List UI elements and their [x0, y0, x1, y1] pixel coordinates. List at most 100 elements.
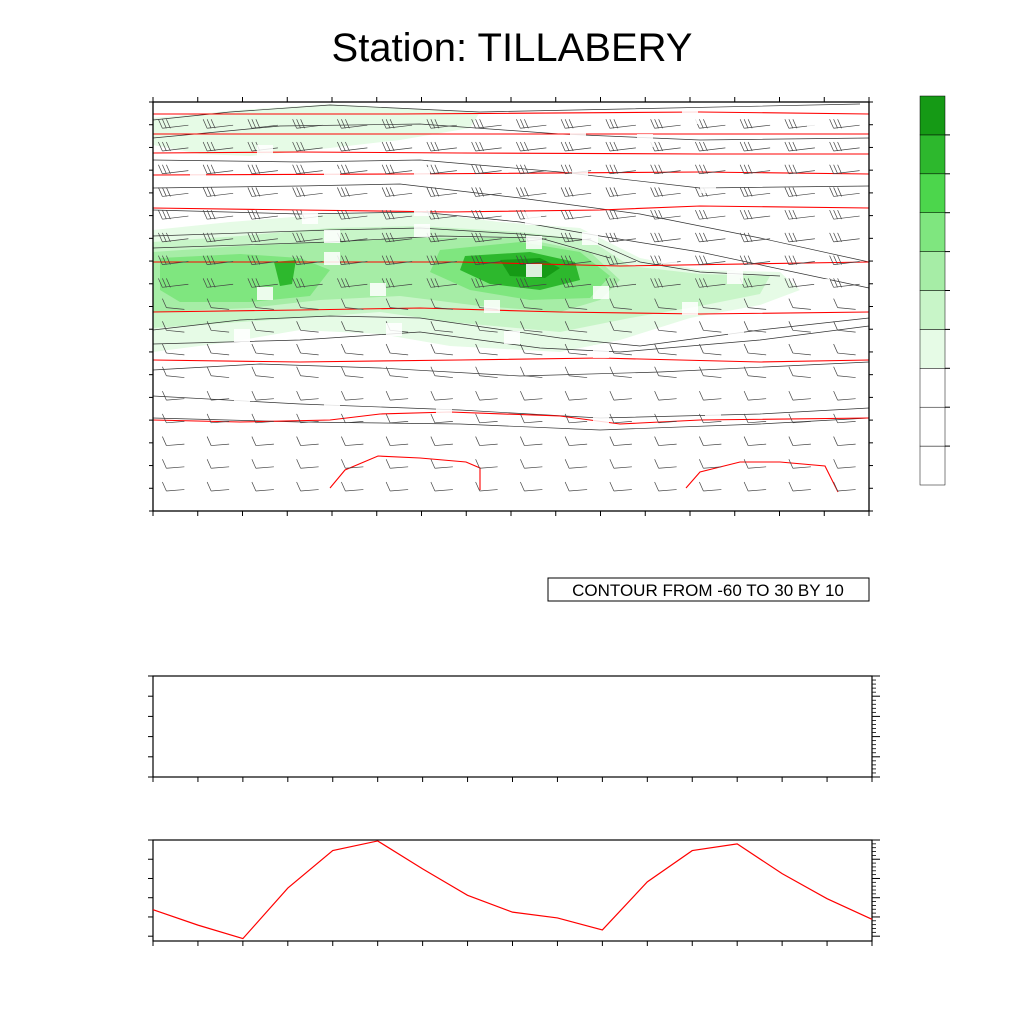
wind-barb-shaft: [434, 421, 453, 424]
wind-barb-flag: [703, 210, 708, 220]
wind-barb-flag: [385, 343, 391, 354]
wind-barb-shaft: [658, 329, 677, 333]
wind-barb-flag: [341, 187, 346, 197]
wind-barb-flag: [206, 413, 212, 423]
wind-barb-flag: [471, 141, 476, 152]
wind-barb-shaft: [300, 466, 319, 469]
wind-barb-flag: [792, 255, 798, 265]
wind-barb-flag: [743, 187, 749, 197]
wind-barb-flag: [430, 390, 436, 401]
wind-barb-flag: [158, 164, 163, 174]
wind-barb-shaft: [341, 238, 368, 243]
wind-barb-flag: [206, 278, 212, 288]
wind-barb-shaft: [788, 170, 815, 175]
wind-barb-flag: [516, 119, 521, 129]
wind-barb-flag: [613, 278, 619, 288]
wind-barb-flag: [251, 164, 257, 174]
wind-barb-flag: [568, 278, 574, 288]
wind-barb-shaft: [658, 398, 677, 401]
wind-barb-flag: [568, 187, 574, 197]
wind-barb-flag: [609, 343, 615, 354]
wind-barb-flag: [784, 255, 790, 265]
wind-barb-flag: [251, 255, 257, 265]
wind-barb-shaft: [833, 238, 860, 243]
temperature-contour-line: [152, 151, 869, 155]
wind-barb-flag: [654, 459, 659, 469]
wind-barb-flag: [292, 278, 297, 288]
wind-barb-flag: [430, 278, 436, 288]
wind-barb-shaft: [341, 147, 368, 152]
wind-barb-shaft: [475, 283, 502, 288]
wind-barb-flag: [389, 164, 395, 174]
wind-barb-shaft: [162, 215, 189, 220]
wind-barb-flag: [788, 321, 794, 331]
wind-barb-flag: [479, 232, 484, 243]
wind-barb-flag: [747, 232, 753, 243]
wind-barb-flag: [430, 366, 436, 376]
wind-barb-flag: [609, 141, 615, 152]
wind-barb-shaft: [792, 421, 811, 424]
contour-label-bg: [637, 134, 653, 147]
contour-label-bg: [582, 232, 598, 245]
wind-barb-shaft: [699, 261, 726, 265]
wind-barb-flag: [747, 210, 753, 220]
wind-barb-flag: [609, 459, 615, 469]
wind-barb-flag: [792, 119, 798, 129]
wind-barb-shaft: [390, 421, 409, 424]
wind-barb-flag: [703, 141, 708, 152]
wind-barb-flag: [292, 141, 297, 152]
wind-barb-flag: [654, 210, 659, 220]
wind-barb-flag: [210, 278, 216, 288]
wind-barb-flag: [385, 413, 391, 423]
humidity-contour-line: [152, 325, 870, 353]
contour-label-bg: [526, 264, 542, 277]
wind-barb-flag: [430, 255, 436, 265]
wind-barb-shaft: [386, 215, 413, 220]
wind-barb-shaft: [386, 283, 413, 288]
wind-barb-flag: [609, 119, 615, 129]
wind-barb-flag: [784, 187, 790, 197]
wind-barb-flag: [829, 187, 834, 197]
wind-barb-flag: [247, 255, 253, 265]
wind-barb-shaft: [211, 443, 230, 446]
wind-barb-flag: [520, 141, 525, 152]
wind-barb-shaft: [654, 215, 681, 220]
colorbar-swatch: [919, 368, 946, 408]
wind-barb-flag: [385, 366, 391, 376]
wind-barb-flag: [345, 187, 350, 197]
contour-label-bg: [727, 271, 743, 284]
wind-barb-flag: [206, 459, 212, 469]
wind-barb-flag: [162, 141, 167, 152]
wind-barb-flag: [341, 481, 346, 492]
wind-barb-flag: [247, 278, 253, 288]
wind-barb-shaft: [162, 283, 189, 288]
wind-barb-flag: [430, 164, 436, 174]
wind-barb-shaft: [300, 421, 319, 424]
wind-barb-flag: [345, 232, 350, 243]
wind-barb-flag: [389, 210, 395, 220]
wind-barb-flag: [516, 141, 521, 152]
wind-barb-shaft: [390, 375, 409, 378]
wind-barb-shaft: [211, 489, 230, 492]
wind-barb-flag: [475, 343, 480, 354]
wind-barb-flag: [650, 232, 655, 243]
wind-barb-flag: [166, 187, 171, 197]
wind-barb-flag: [162, 459, 167, 469]
wind-barb-flag: [385, 255, 391, 265]
wind-barb-flag: [520, 232, 525, 243]
wind-barb-flag: [341, 255, 346, 265]
wind-barb-flag: [613, 164, 619, 174]
wind-barb-flag: [833, 321, 838, 331]
wind-barb-shaft: [479, 443, 498, 446]
wind-barb-flag: [345, 210, 350, 220]
wind-barb-flag: [475, 413, 480, 423]
wind-barb-shaft: [792, 443, 811, 446]
wind-barb-flag: [434, 210, 440, 220]
wind-barb-shaft: [434, 443, 453, 446]
wind-barb-flag: [833, 436, 838, 446]
wind-barb-flag: [385, 298, 391, 308]
contour-label-bg: [257, 287, 273, 300]
wind-barb-shaft: [565, 124, 592, 129]
wind-barb-flag: [792, 187, 798, 197]
wind-barb-flag: [747, 164, 753, 174]
